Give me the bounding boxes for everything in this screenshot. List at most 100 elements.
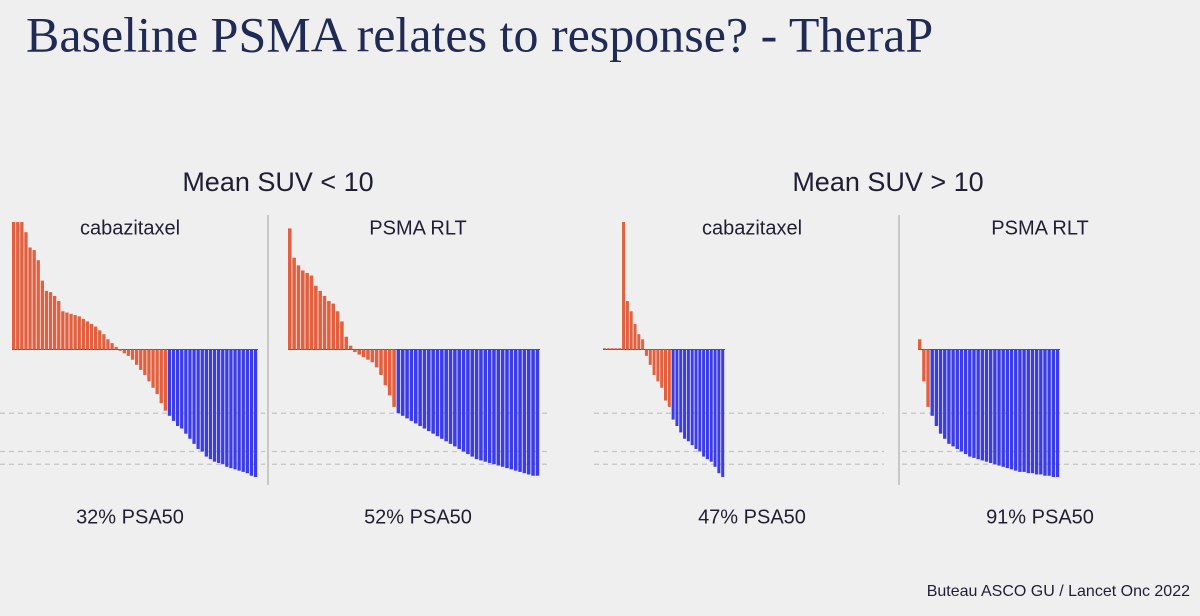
bar [633, 324, 637, 350]
bar [288, 228, 292, 350]
bar [614, 348, 618, 350]
bar [69, 313, 73, 350]
bar [61, 311, 65, 350]
bar [656, 349, 660, 382]
bar [171, 349, 176, 421]
bar [675, 349, 679, 426]
bar [500, 349, 505, 467]
bar [470, 349, 475, 457]
bar [466, 349, 470, 455]
bar [366, 349, 370, 360]
bar [361, 349, 366, 358]
bar [1001, 349, 1005, 467]
bar [1034, 349, 1039, 475]
bar [135, 349, 139, 365]
bar [237, 349, 241, 471]
bar [487, 349, 492, 463]
bar [65, 312, 69, 350]
bar [679, 349, 683, 433]
bar [660, 349, 664, 388]
panel-title: cabazitaxel [80, 217, 180, 239]
bar [217, 349, 221, 463]
bar [1047, 349, 1051, 476]
bar [603, 348, 607, 350]
source: Buteau ASCO GU / Lancet Onc 2022 [927, 583, 1190, 600]
slide-title: Baseline PSMA relates to response? - The… [26, 6, 933, 62]
bar [1039, 349, 1043, 475]
bar [641, 339, 645, 350]
bar [414, 349, 418, 424]
bar [644, 349, 648, 356]
bar [225, 349, 229, 467]
bar [32, 250, 36, 350]
bar [479, 349, 483, 461]
bar [392, 349, 396, 407]
bar [208, 349, 213, 460]
bar [409, 349, 414, 421]
bar [151, 349, 155, 388]
bar [686, 349, 690, 442]
bar [702, 349, 706, 457]
bar [139, 349, 143, 370]
bar [453, 349, 457, 447]
bar [28, 247, 32, 350]
bar [622, 222, 626, 350]
bar [1014, 349, 1018, 471]
bar [531, 349, 535, 476]
bar [340, 321, 344, 350]
bar [233, 349, 237, 470]
bar [444, 349, 448, 442]
bar [690, 349, 694, 446]
bar [374, 349, 379, 368]
bar [204, 349, 208, 457]
bar [418, 349, 422, 426]
bar [1051, 349, 1056, 477]
bar [1030, 349, 1035, 474]
bar [305, 273, 309, 350]
bar [357, 349, 362, 355]
bar [930, 349, 934, 416]
panel-title: PSMA RLT [991, 217, 1088, 239]
bar [717, 349, 721, 474]
bar [159, 349, 163, 404]
bar [705, 349, 709, 460]
bar [671, 349, 675, 420]
bar [431, 349, 435, 434]
panel-title: cabazitaxel [702, 217, 802, 239]
bar [713, 349, 717, 467]
bar [976, 349, 980, 460]
bar [709, 349, 713, 462]
bar [85, 321, 90, 350]
bar [648, 349, 652, 365]
bar [147, 349, 151, 382]
bar [664, 349, 668, 401]
panel-caption: 32% PSA50 [76, 506, 184, 528]
bar [20, 222, 24, 350]
bar [698, 349, 702, 452]
bar [301, 270, 305, 350]
bar [938, 349, 943, 434]
bar [997, 349, 1001, 466]
panel-title: PSMA RLT [369, 217, 466, 239]
bar [94, 326, 98, 350]
bar [387, 349, 392, 396]
bar [221, 349, 225, 465]
bar [461, 349, 466, 452]
bar [947, 349, 951, 444]
bar [694, 349, 698, 449]
bar [943, 349, 947, 439]
bar [353, 349, 357, 353]
bar [114, 346, 118, 350]
bar [968, 349, 972, 457]
bar [16, 222, 20, 350]
bar [348, 345, 353, 350]
bar [400, 349, 405, 416]
bar [184, 349, 188, 434]
bar [200, 349, 204, 452]
bar [118, 349, 122, 351]
bar [176, 349, 180, 426]
bar [440, 349, 444, 439]
bar [98, 330, 102, 350]
bar [379, 349, 383, 375]
